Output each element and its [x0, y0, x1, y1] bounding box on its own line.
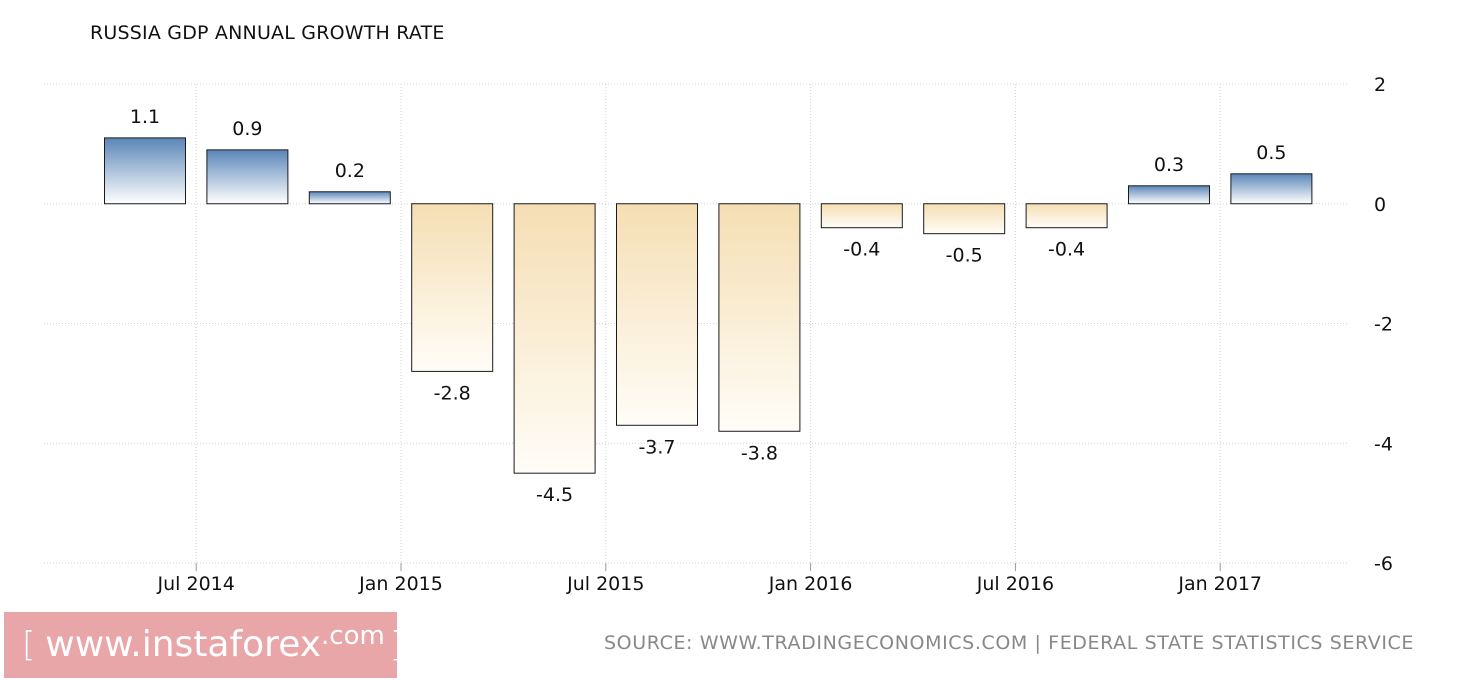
y-tick-label: 0 — [1374, 194, 1386, 216]
data-label: -0.4 — [843, 239, 880, 261]
x-tick-label: Jan 2017 — [1177, 573, 1262, 595]
bar-2015-Q1 — [411, 203, 494, 372]
data-label: 1.1 — [130, 106, 160, 128]
bar-2016-Q2 — [923, 203, 1006, 235]
data-label: 0.5 — [1256, 142, 1286, 164]
data-label: -0.5 — [946, 245, 983, 267]
y-tick-label: -6 — [1374, 553, 1393, 575]
y-tick-label: -4 — [1374, 433, 1393, 455]
data-label: -3.7 — [638, 436, 675, 458]
data-label: -3.8 — [741, 442, 778, 464]
x-axis-ticks: Jul 2014 Jan 2015 Jul 2015 Jan 2016 Jul 2016… — [157, 563, 1262, 595]
bar-2015-Q2 — [513, 203, 596, 474]
bar-2016-Q4 — [1128, 185, 1210, 205]
y-tick-label: 2 — [1374, 74, 1386, 96]
bar-chart: 1.1 0.9 0.2 -2.8 -4.5 -3.7 -3.8 -0.4 -0.5 -0.4 0.3… — [44, 74, 1393, 595]
data-label: 0.2 — [335, 160, 365, 182]
data-label: -2.8 — [434, 382, 471, 404]
bar-2014-Q2 — [104, 137, 186, 205]
bar-2016-Q1 — [820, 203, 903, 229]
y-axis-ticks: 2 0 -2 -4 -6 — [1374, 74, 1393, 575]
chart-title: RUSSIA GDP ANNUAL GROWTH RATE — [90, 22, 445, 44]
data-label: -4.5 — [536, 484, 573, 506]
watermark-open-bracket: [ — [22, 625, 36, 665]
bar-2014-Q3 — [206, 149, 289, 205]
bar-2014-Q4 — [308, 191, 391, 205]
bar-2017-Q1 — [1230, 173, 1313, 205]
watermark-main-text: www.instaforex — [45, 624, 322, 665]
x-tick-label: Jul 2015 — [566, 573, 644, 595]
bars — [104, 137, 1313, 474]
x-tick-label: Jul 2016 — [976, 573, 1054, 595]
x-tick-label: Jan 2016 — [768, 573, 853, 595]
x-tick-label: Jul 2014 — [157, 573, 235, 595]
source-text: SOURCE: WWW.TRADINGECONOMICS.COM | FEDER… — [604, 632, 1415, 654]
watermark-close-bracket: ] — [389, 625, 404, 665]
data-label: -0.4 — [1048, 239, 1085, 261]
bar-2016-Q3 — [1025, 203, 1108, 229]
data-label: 0.3 — [1154, 154, 1184, 176]
watermark-suffix: .com — [321, 621, 385, 651]
x-tick-label: Jan 2015 — [358, 573, 443, 595]
bar-2015-Q3 — [616, 203, 698, 426]
y-tick-label: -2 — [1374, 314, 1393, 336]
bar-2015-Q4 — [718, 203, 801, 432]
data-label: 0.9 — [232, 118, 262, 140]
instaforex-watermark: [www.instaforex.com ] — [4, 612, 403, 678]
data-labels: 1.1 0.9 0.2 -2.8 -4.5 -3.7 -3.8 -0.4 -0.5 -0.4 0.3… — [130, 106, 1287, 506]
